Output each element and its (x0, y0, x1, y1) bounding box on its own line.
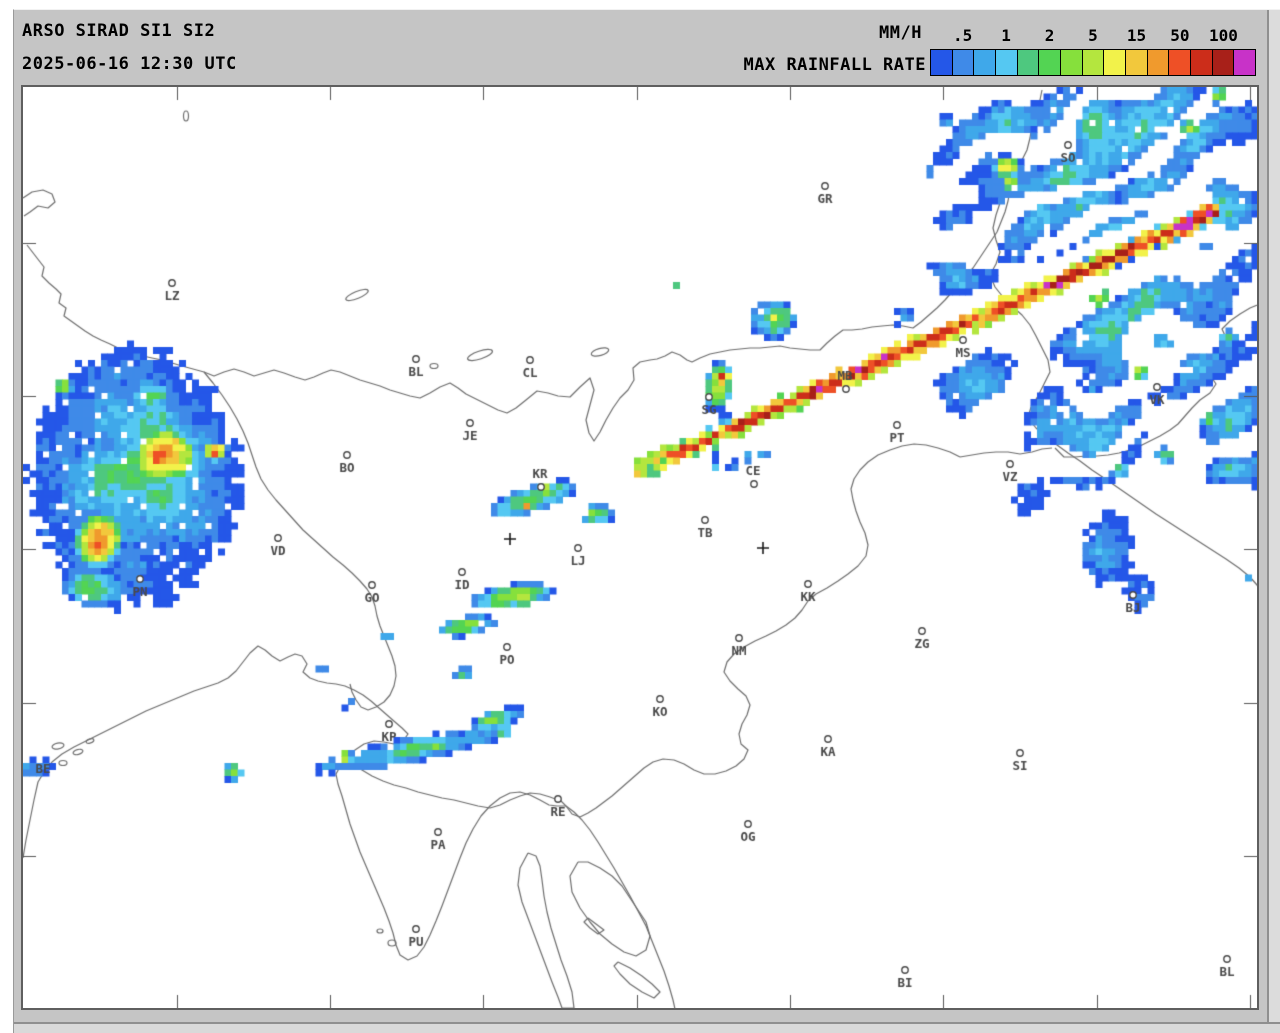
window-bevel-right-dark (1267, 10, 1269, 1033)
legend-color-cell (1060, 50, 1082, 75)
window-bevel-bottom-dark (14, 1022, 1280, 1024)
legend-title: MAX RAINFALL RATE (743, 55, 926, 75)
window-bevel-right-light (1269, 10, 1280, 1033)
legend-color-cell (931, 50, 952, 75)
legend-color-cell (1190, 50, 1212, 75)
legend-color-cell (1016, 50, 1039, 75)
legend-color-cell (1103, 50, 1126, 75)
legend-tick-label: .5 (952, 26, 973, 45)
legend-color-cell (1146, 50, 1169, 75)
legend-color-cell (973, 50, 996, 75)
legend-color-cell (1125, 50, 1147, 75)
legend-tick-label: 2 (1044, 26, 1055, 45)
legend-tick-label: 100 (1208, 26, 1238, 45)
legend-color-cell (1038, 50, 1061, 75)
legend-colorbar (930, 49, 1256, 76)
legend-color-cell (951, 50, 974, 75)
app-title: ARSO SIRAD SI1 SI2 (22, 21, 216, 41)
radar-map (21, 85, 1259, 1010)
window-bevel-bottom-light (14, 1024, 1280, 1033)
legend-tick-label: 50 (1170, 26, 1190, 45)
legend-scale-labels: .5 1 2 5 15 50 100 (930, 26, 1256, 46)
legend-color-cell (1168, 50, 1191, 75)
legend-tick-label: 15 (1126, 26, 1147, 45)
legend-color-cell (1211, 50, 1234, 75)
legend-tick-label: 5 (1088, 26, 1098, 45)
timestamp: 2025-06-16 12:30 UTC (22, 54, 237, 74)
legend-color-cell (1081, 50, 1104, 75)
legend-unit-label: MM/H (879, 23, 922, 43)
legend-tick-label: 1 (1001, 26, 1011, 45)
legend-color-cell (995, 50, 1017, 75)
legend-color-cell (1233, 50, 1256, 75)
